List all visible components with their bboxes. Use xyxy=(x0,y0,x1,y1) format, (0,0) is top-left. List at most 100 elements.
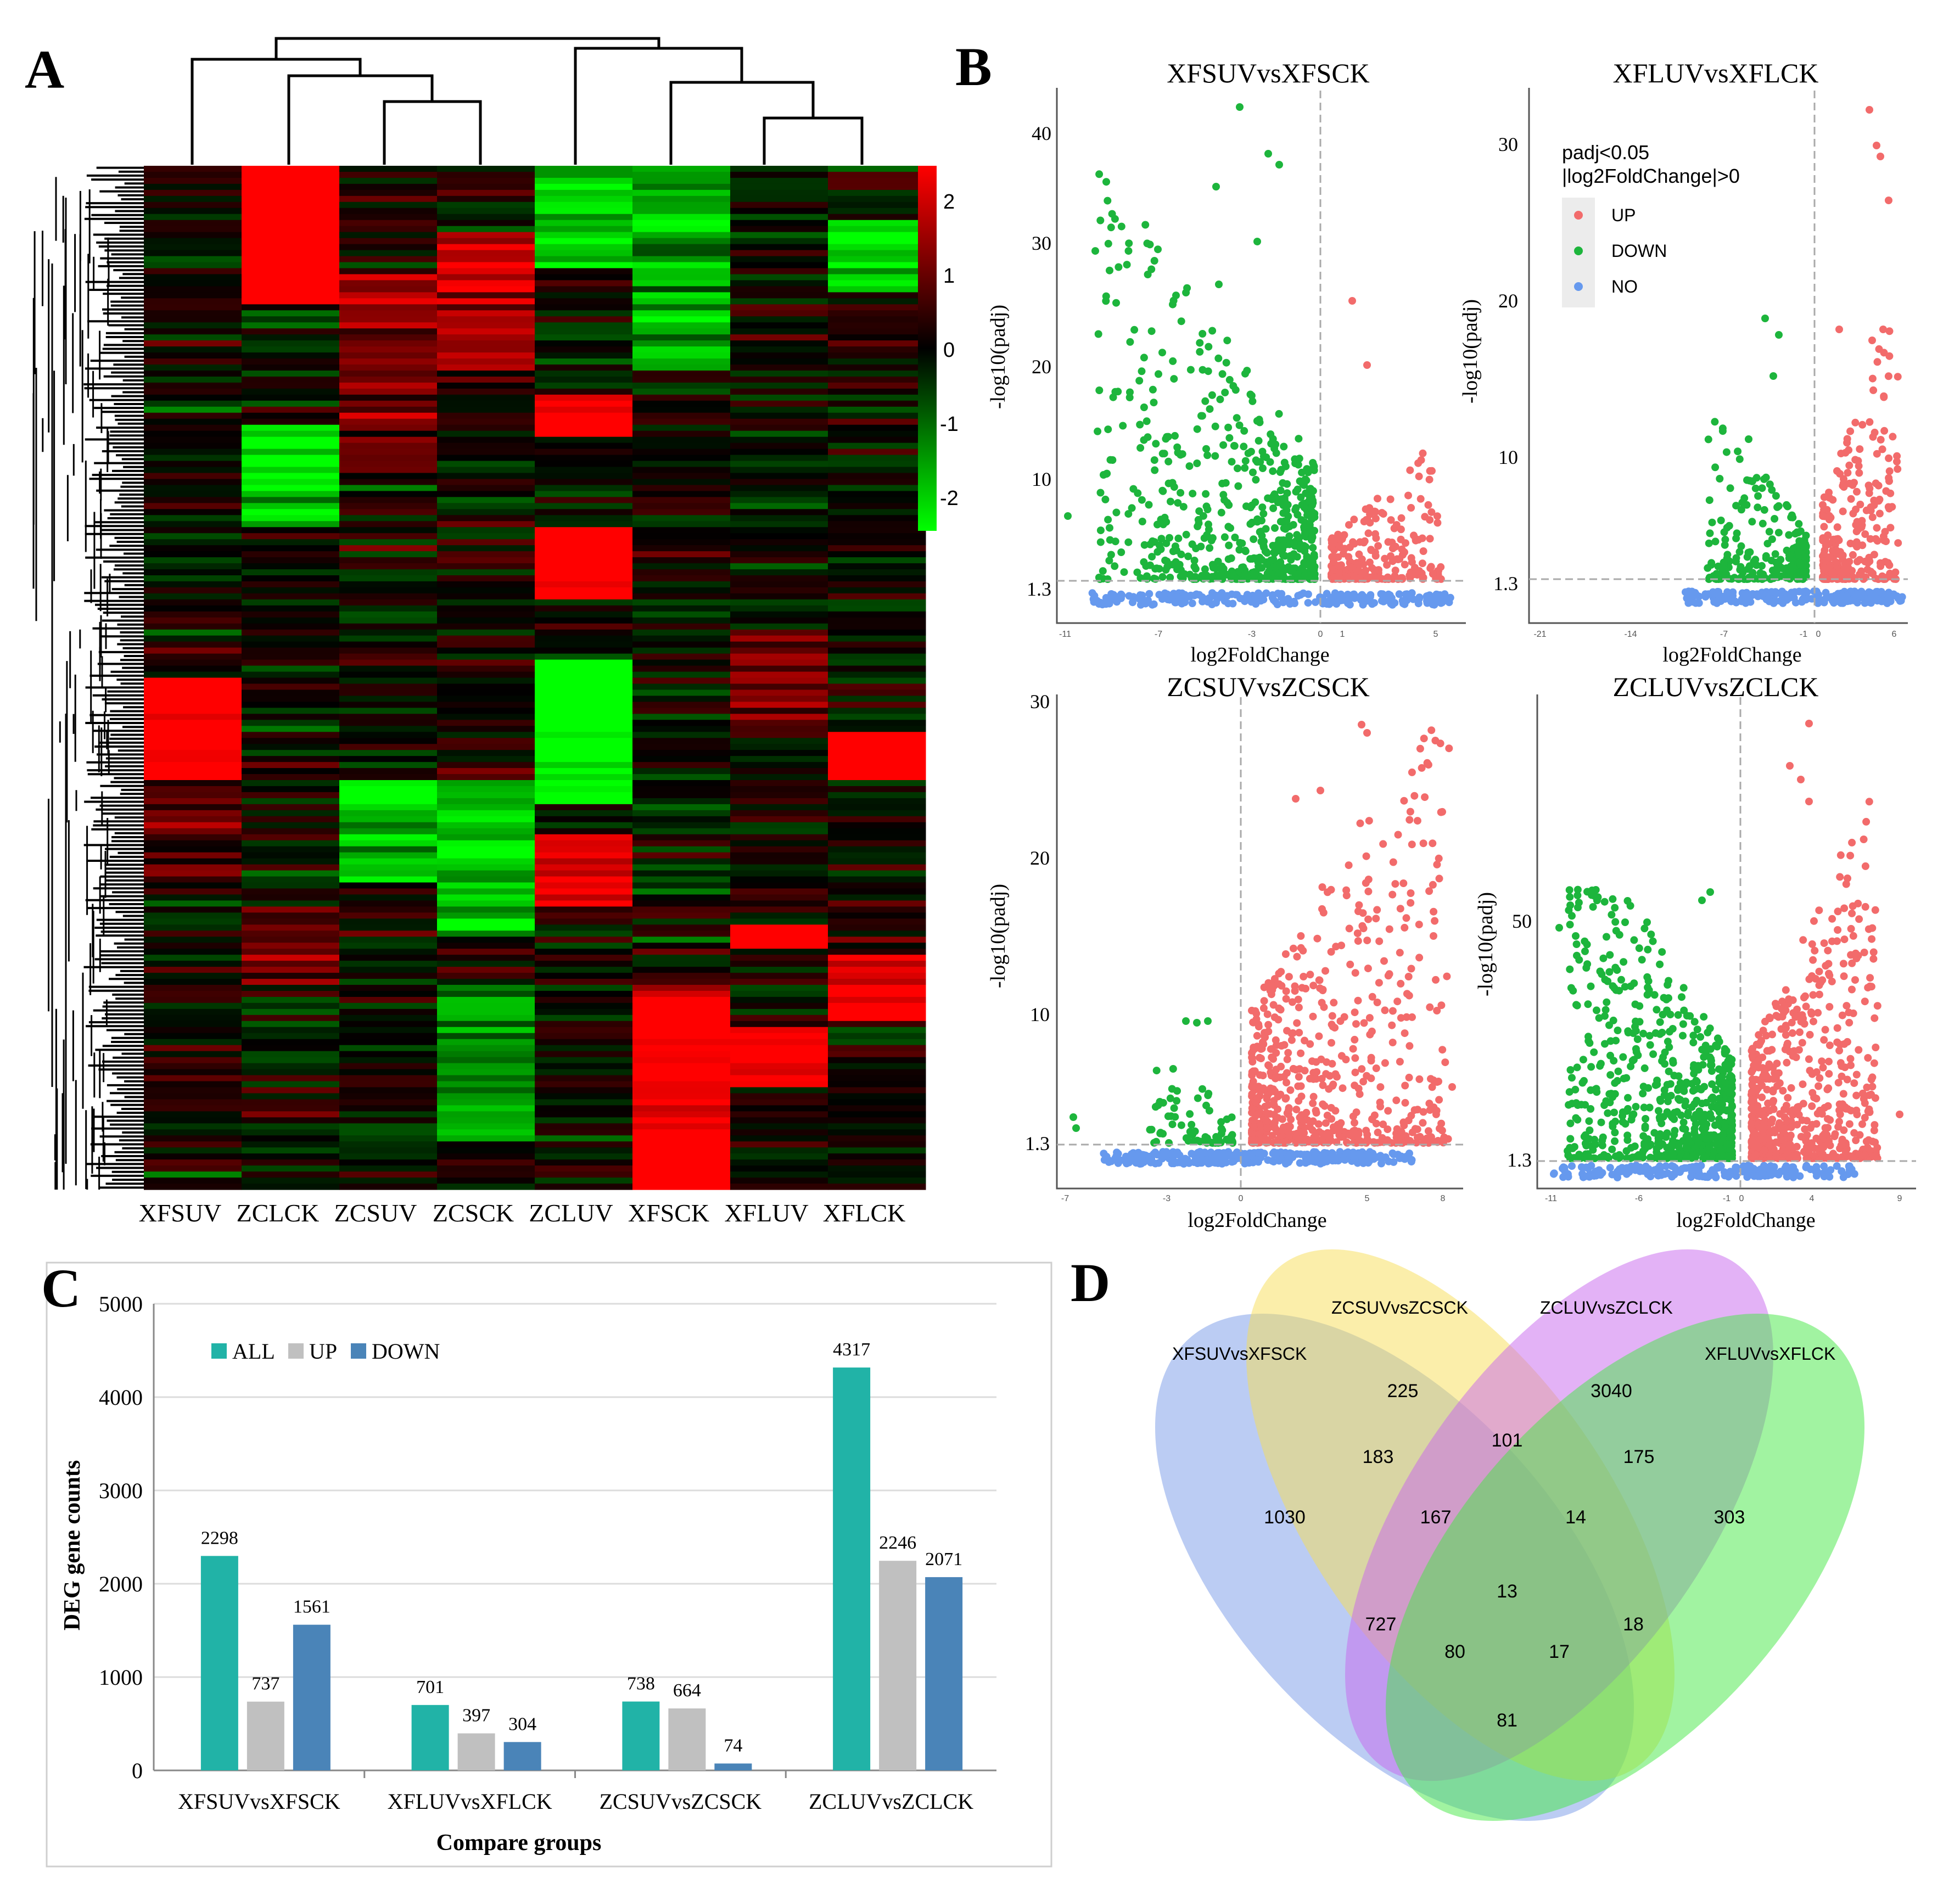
heatmap-cell xyxy=(437,1087,535,1094)
heatmap-cell xyxy=(828,1063,926,1070)
heatmap-cell xyxy=(339,930,438,937)
heatmap-cell xyxy=(828,792,926,799)
heatmap-cell xyxy=(535,430,633,438)
volcano-point xyxy=(1789,513,1797,522)
volcano-point xyxy=(1344,1129,1352,1137)
heatmap-cell xyxy=(339,1184,438,1190)
volcano-point xyxy=(1180,598,1189,607)
heatmap-cell xyxy=(828,852,926,859)
heatmap-cell xyxy=(339,177,438,184)
volcano-point xyxy=(1885,327,1894,335)
volcano-point xyxy=(1762,554,1770,562)
heatmap-cell xyxy=(828,822,926,829)
heatmap-cell xyxy=(242,527,340,534)
volcano-point xyxy=(1325,1085,1333,1093)
heatmap-cell xyxy=(535,1135,633,1142)
heatmap-cell xyxy=(535,1002,633,1010)
heatmap-cell xyxy=(730,671,828,679)
heatmap-cell xyxy=(730,696,828,702)
heatmap-cell xyxy=(242,810,340,817)
volcano-point xyxy=(1401,1098,1409,1107)
heatmap-cell xyxy=(339,1117,438,1124)
heatmap-cell xyxy=(144,503,242,509)
heatmap-cell xyxy=(730,479,828,486)
heatmap-cell xyxy=(437,834,535,841)
heatmap-cell xyxy=(632,870,731,877)
heatmap-cell xyxy=(144,358,242,365)
volcano-point xyxy=(1873,142,1880,149)
volcano-point xyxy=(1732,502,1740,510)
heatmap-cell xyxy=(730,732,828,738)
volcano-point xyxy=(1260,543,1268,552)
heatmap-cell xyxy=(730,996,828,1004)
heatmap-cell xyxy=(437,641,535,648)
volcano-point xyxy=(1364,1152,1372,1160)
volcano-point xyxy=(1230,442,1238,450)
volcano-point xyxy=(1427,508,1436,516)
volcano-point xyxy=(1358,922,1367,930)
volcano-title: ZCSUVvsZCSCK xyxy=(1167,671,1370,702)
heatmap-cell xyxy=(339,1093,438,1100)
heatmap-cell xyxy=(535,274,633,281)
heatmap-cell xyxy=(535,738,633,744)
volcano-point xyxy=(1375,979,1383,987)
heatmap-cell xyxy=(632,1117,731,1124)
volcano-point xyxy=(1791,588,1799,596)
heatmap-cell xyxy=(144,430,242,438)
volcano-point xyxy=(1297,493,1305,501)
heatmap-cell xyxy=(828,430,926,438)
heatmap-cell xyxy=(535,358,633,365)
heatmap-cell xyxy=(730,316,828,323)
heatmap-cell xyxy=(144,274,242,281)
volcano-point xyxy=(1363,729,1371,737)
heatmap-cell xyxy=(535,581,633,588)
heatmap-cell xyxy=(632,985,731,991)
volcano-point xyxy=(1304,599,1312,607)
heatmap-cell xyxy=(730,322,828,329)
volcano-point xyxy=(1381,1006,1389,1014)
heatmap-cell xyxy=(242,479,340,486)
heatmap-cell xyxy=(339,834,438,841)
heatmap-cell xyxy=(535,985,633,991)
volcano-point xyxy=(1856,445,1864,453)
heatmap-cell xyxy=(730,611,828,618)
heatmap-cell xyxy=(730,1117,828,1124)
heatmap-cell xyxy=(144,937,242,943)
y-tick: 30 xyxy=(1498,133,1518,155)
volcano-point xyxy=(1252,475,1260,484)
heatmap-cell xyxy=(242,515,340,522)
volcano-point xyxy=(1300,542,1308,550)
heatmap-cell xyxy=(437,647,535,654)
volcano-point xyxy=(1342,892,1351,900)
volcano-point xyxy=(1342,1056,1350,1063)
volcano-point xyxy=(1674,1086,1682,1094)
volcano-point xyxy=(1713,1163,1721,1171)
heatmap-cell xyxy=(242,858,340,865)
volcano-point xyxy=(1104,239,1112,248)
heatmap-cell xyxy=(242,647,340,654)
heatmap-cell xyxy=(339,1111,438,1118)
heatmap-cell xyxy=(632,1021,731,1028)
heatmap-cell xyxy=(339,937,438,943)
volcano-point xyxy=(1752,561,1761,569)
heatmap-cell xyxy=(828,804,926,811)
heatmap-cell xyxy=(730,744,828,750)
heatmap-cell xyxy=(828,1002,926,1010)
volcano-point xyxy=(1379,840,1387,848)
heatmap-cell xyxy=(437,334,535,341)
volcano-point xyxy=(1394,831,1402,839)
heatmap-cell xyxy=(632,943,731,949)
volcano-point xyxy=(1840,475,1847,483)
volcano-point xyxy=(1327,948,1335,956)
heatmap-cell xyxy=(339,816,438,823)
volcano-point xyxy=(1253,238,1261,245)
volcano-point xyxy=(1072,1124,1080,1132)
volcano-point xyxy=(1372,915,1380,923)
volcano-point xyxy=(1704,564,1712,572)
heatmap-cell xyxy=(730,786,828,793)
x-tick: 0 xyxy=(1816,630,1821,639)
volcano-point xyxy=(1397,1128,1405,1136)
volcano-point xyxy=(1824,540,1832,548)
heatmap-cell xyxy=(730,232,828,239)
heatmap-cell xyxy=(144,400,242,407)
